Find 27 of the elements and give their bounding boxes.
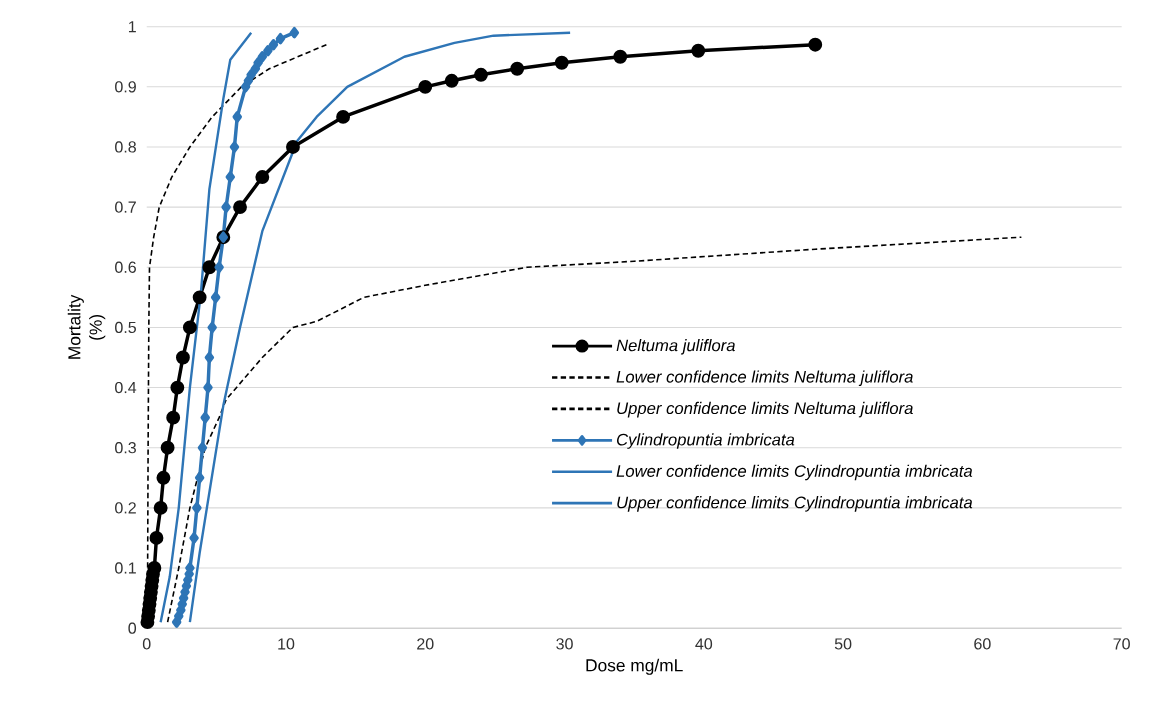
y-tick-label: 1	[128, 21, 136, 33]
y-tick-label: 0.5	[115, 321, 136, 334]
x-tick-label: 0	[142, 638, 151, 650]
y-tick-label: 0.2	[115, 502, 136, 514]
x-tick-label: 30	[556, 638, 573, 650]
x-tick-label: 20	[417, 638, 434, 650]
x-tick-label: 70	[1113, 638, 1130, 650]
y-tick-label: 0.3	[115, 442, 136, 454]
legend-label: Lower confidence limits Cylindropuntia imbricata	[616, 464, 973, 481]
y-tick-label: 0.9	[115, 81, 136, 93]
legend-label: Lower confidence limits Neltuma juliflora	[616, 370, 913, 387]
y-tick-label: 0	[128, 622, 137, 635]
y-tick-label: 0.4	[115, 382, 137, 394]
x-tick-label: 60	[974, 638, 991, 650]
x-tick-label: 40	[695, 638, 713, 650]
legend-label: Neltuma juliflora	[616, 339, 735, 355]
x-tick-label: 50	[834, 638, 852, 650]
legend-label: Cylindropuntia imbricata	[616, 433, 795, 450]
x-axis-title: Dose mg/mL	[586, 658, 683, 676]
legend-label: Upper confidence limits Neltuma juliflora	[617, 402, 913, 418]
y-tick-label: 0.7	[115, 201, 136, 214]
legend-label: Upper confidence limits Cylindropuntia imbricata	[617, 496, 973, 512]
y-axis-title: Mortality (%)	[67, 294, 106, 359]
y-tick-label: 0.8	[115, 141, 136, 153]
y-tick-label: 0.1	[115, 562, 136, 574]
y-tick-label: 0.6	[115, 261, 136, 274]
x-tick-label: 10	[278, 638, 295, 650]
